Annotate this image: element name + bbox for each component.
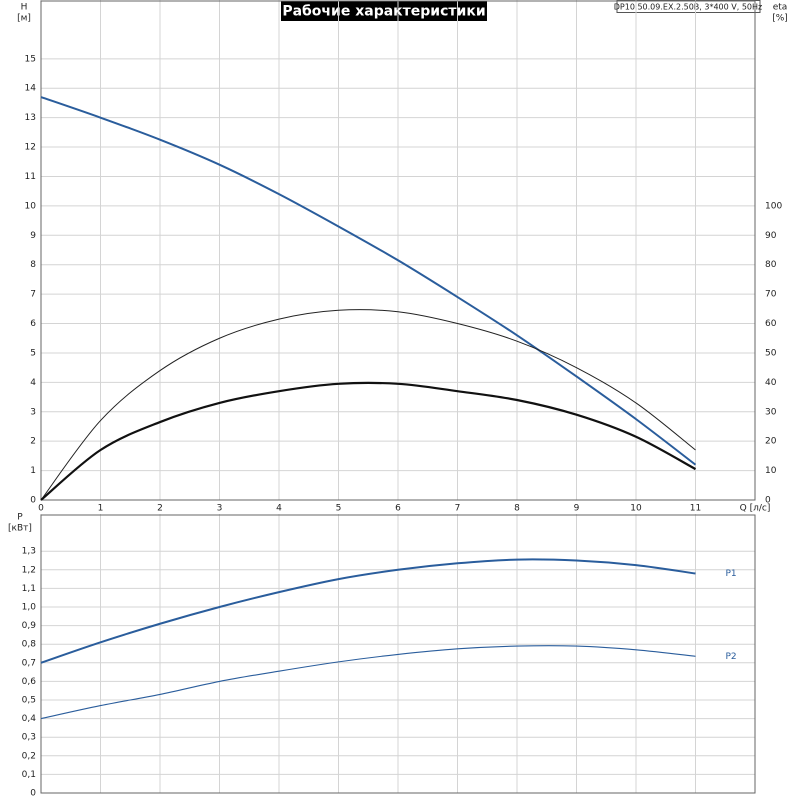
y-tick-label: 0 [30, 789, 36, 799]
curve [40, 645, 696, 720]
plot-frame [40, 0, 756, 501]
y-tick-label: 0 [30, 496, 36, 506]
y-tick-label: 1,3 [22, 547, 36, 557]
y2-tick-label: 70 [765, 290, 777, 300]
x-tick-label: 10 [630, 504, 642, 514]
y-tick-label: 0,8 [22, 640, 37, 650]
y-unit: [м] [17, 14, 31, 24]
y-tick-label: 0,4 [22, 714, 37, 724]
y-tick-label: 11 [25, 172, 36, 182]
plot-frame [40, 514, 756, 794]
y2-tick-label: 30 [765, 407, 777, 417]
x-tick-label: 8 [514, 504, 520, 514]
x-tick-label: 1 [98, 504, 104, 514]
y-tick-label: 0,3 [22, 733, 36, 743]
y-tick-label: 10 [25, 201, 37, 211]
y-tick-label: 13 [25, 113, 36, 123]
y2-tick-label: 90 [765, 231, 777, 241]
y-tick-label: 15 [25, 54, 36, 64]
y2-tick-label: 20 [765, 437, 777, 447]
y-tick-label: 8 [30, 260, 36, 270]
y-tick-label: 0,2 [22, 751, 36, 761]
title-box [281, 1, 487, 21]
x-tick-label: 11 [690, 504, 701, 514]
y2-tick-label: 60 [765, 319, 777, 329]
y-tick-label: 14 [25, 84, 37, 94]
y-tick-label: 7 [30, 290, 36, 300]
model-label: DP10.50.09.EX.2.50B, 3*400 V, 50Hz [614, 3, 762, 12]
x-tick-label: 7 [455, 504, 461, 514]
y-tick-label: 0,5 [22, 696, 36, 706]
x-tick-label: 4 [276, 504, 282, 514]
y2-unit: [%] [772, 14, 788, 24]
y-tick-label: 12 [25, 143, 36, 153]
x-tick-label: 2 [157, 504, 163, 514]
curve [40, 381, 697, 501]
y2-tick-label: 50 [765, 348, 777, 358]
y-tick-label: 1 [30, 466, 36, 476]
y-tick-label: 9 [30, 231, 36, 241]
y-tick-label: 5 [30, 348, 36, 358]
y2-label: eta [773, 3, 788, 13]
y2-tick-label: 0 [765, 496, 771, 506]
y-tick-label: 6 [30, 319, 36, 329]
y-tick-label: 3 [30, 407, 36, 417]
x-tick-label: 5 [336, 504, 342, 514]
y-label: H [21, 3, 28, 13]
series-label: P1 [726, 569, 737, 579]
series-label: P2 [726, 652, 737, 662]
y-tick-label: 1,2 [22, 565, 36, 575]
x-label: Q [л/с] [740, 504, 771, 514]
y-tick-label: 2 [30, 437, 36, 447]
y-label: P [17, 513, 23, 523]
y-tick-label: 4 [30, 378, 36, 388]
curve [40, 309, 696, 501]
y2-tick-label: 100 [765, 201, 782, 211]
y-tick-label: 0,1 [22, 770, 36, 780]
y2-tick-label: 40 [765, 378, 777, 388]
y2-tick-label: 80 [765, 260, 777, 270]
x-tick-label: 6 [395, 504, 401, 514]
x-tick-label: 3 [217, 504, 223, 514]
y-tick-label: 1,0 [22, 603, 37, 613]
y-tick-label: 1,1 [22, 584, 36, 594]
x-tick-label: 9 [574, 504, 580, 514]
x-tick-label: 0 [38, 504, 44, 514]
y-tick-label: 0,6 [22, 677, 37, 687]
y2-tick-label: 10 [765, 466, 777, 476]
y-tick-label: 0,7 [22, 658, 36, 668]
y-tick-label: 0,9 [22, 621, 37, 631]
y-unit: [кВт] [8, 524, 32, 534]
chart-title: Рабочие характеристики [282, 4, 485, 20]
curve [40, 96, 697, 466]
curve [40, 558, 696, 664]
